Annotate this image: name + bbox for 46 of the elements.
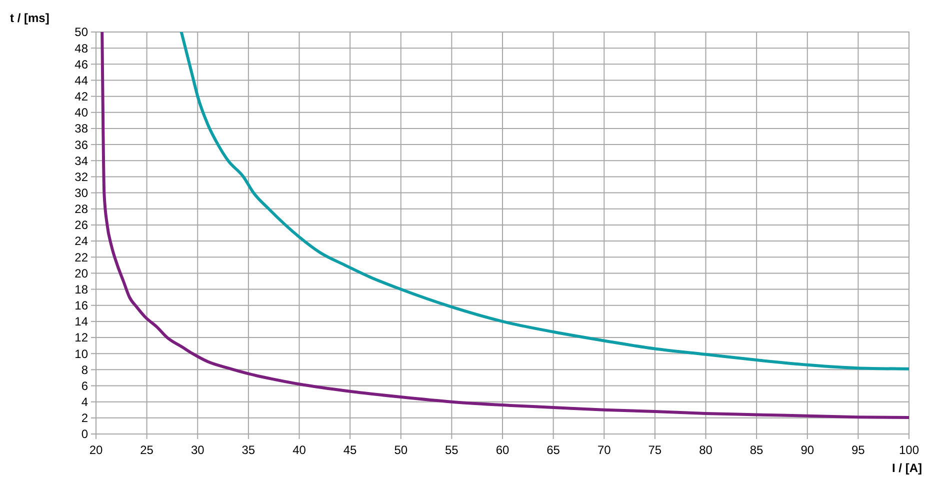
y-tick-label: 18 [74, 282, 88, 296]
y-tick-label: 24 [74, 234, 88, 248]
y-tick-label: 0 [81, 427, 88, 442]
y-tick-label: 32 [74, 170, 88, 184]
x-tick-label: 45 [343, 443, 358, 457]
x-axis-title: I / [A] [892, 461, 922, 475]
y-tick-label: 14 [74, 314, 88, 329]
y-tick-label: 10 [74, 346, 88, 361]
y-tick-label: 34 [74, 154, 88, 168]
y-tick-label: 22 [74, 250, 88, 264]
y-tick-label: 38 [74, 122, 88, 136]
x-tick-label: 50 [394, 443, 408, 457]
line-series [180, 32, 909, 370]
x-tick-label: 35 [242, 443, 256, 457]
y-tick-label: 8 [81, 362, 88, 377]
y-tick-label: 28 [74, 202, 88, 216]
y-tick-label: 40 [74, 106, 88, 120]
x-tick-label: 85 [750, 443, 764, 457]
x-tick-label: 25 [140, 443, 154, 457]
y-tick-label: 46 [74, 57, 88, 72]
x-tick-label: 70 [597, 443, 612, 457]
x-tick-label: 80 [699, 443, 713, 457]
x-tick-label: 100 [898, 443, 920, 457]
y-tick-label: 48 [74, 41, 88, 56]
y-tick-label: 30 [74, 186, 88, 200]
x-tick-label: 75 [648, 443, 662, 457]
y-tick-label: 2 [81, 411, 88, 426]
y-tick-label: 42 [74, 90, 88, 104]
y-tick-label: 50 [74, 25, 88, 40]
y-axis-title: t / [ms] [10, 11, 50, 25]
y-tick-label: 12 [74, 330, 88, 345]
x-tick-label: 95 [852, 443, 866, 457]
y-tick-label: 4 [81, 395, 88, 410]
y-tick-label: 26 [74, 218, 88, 232]
y-tick-label: 36 [74, 138, 88, 152]
x-tick-label: 65 [546, 443, 560, 457]
y-tick-label: 20 [74, 266, 88, 280]
x-tick-label: 30 [190, 443, 205, 457]
y-tick-label: 44 [74, 73, 88, 88]
line-series [100, 32, 909, 420]
y-tick-label: 6 [81, 378, 88, 393]
y-tick-label: 16 [74, 298, 88, 313]
x-tick-label: 90 [800, 443, 814, 457]
x-tick-label: 60 [496, 443, 510, 457]
x-tick-label: 55 [445, 443, 459, 457]
x-tick-label: 40 [292, 443, 306, 457]
